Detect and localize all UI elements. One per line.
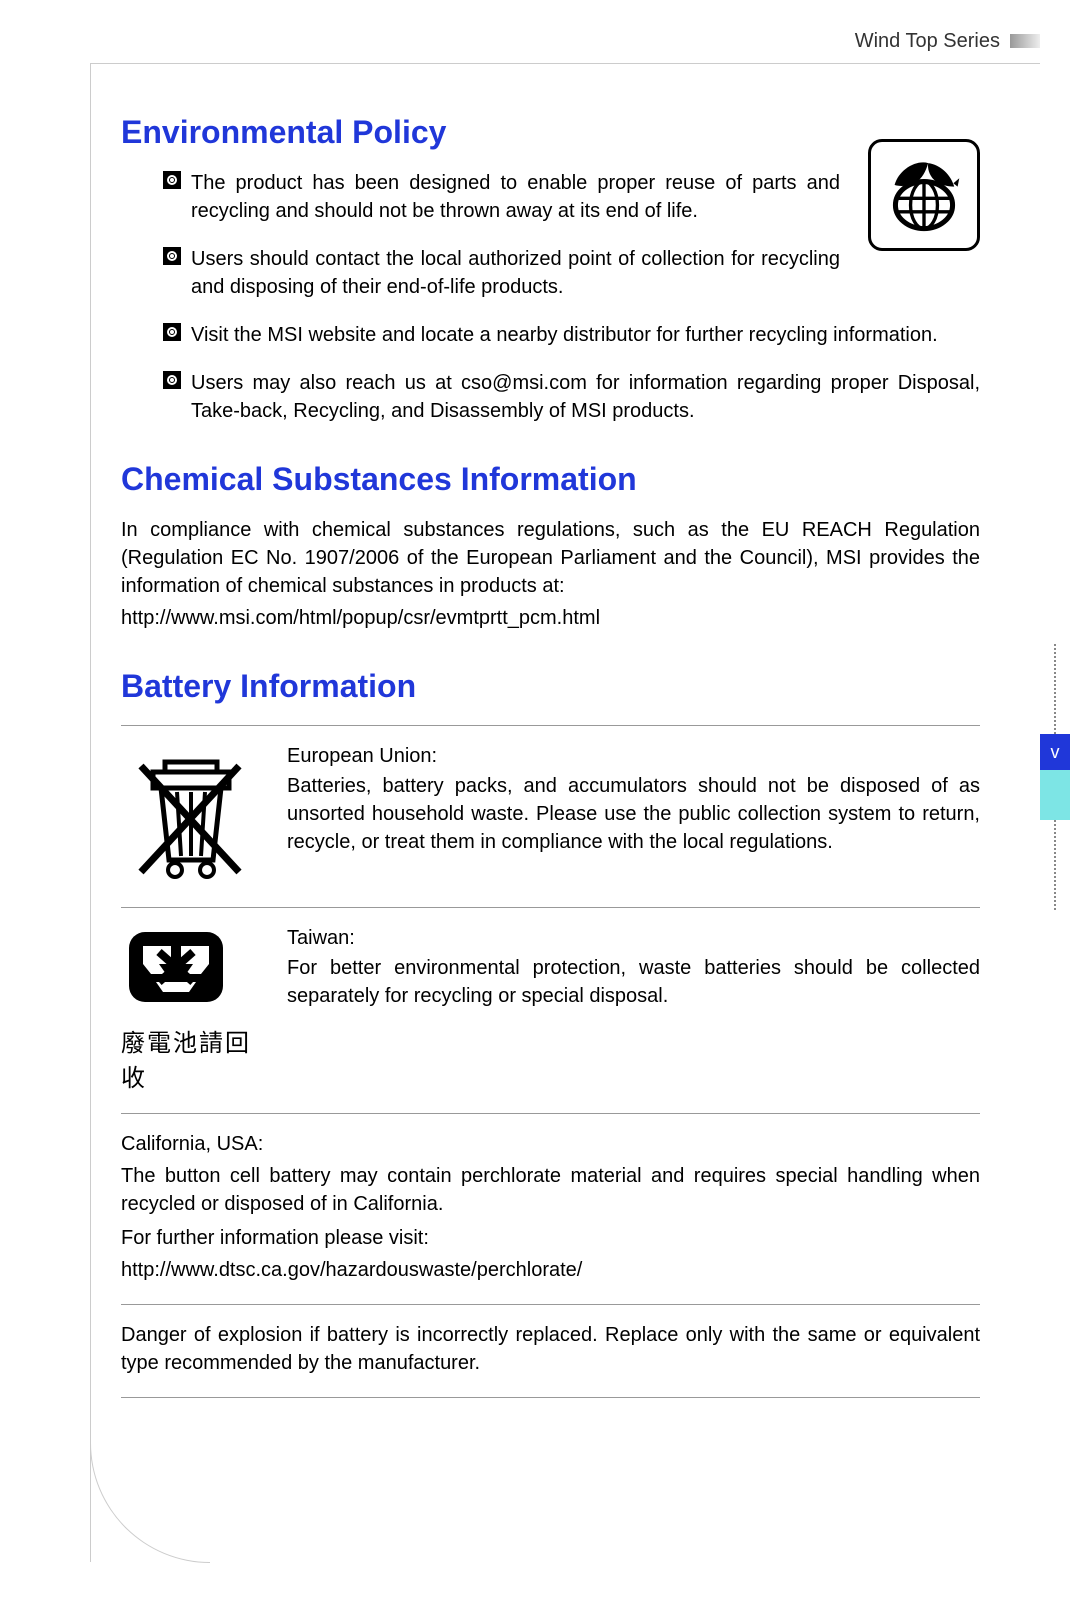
eu-label: European Union: xyxy=(287,742,980,770)
page-header: Wind Top Series xyxy=(90,30,1040,53)
heading-battery-info: Battery Information xyxy=(121,668,980,705)
taiwan-caption: 廢電池請回收 xyxy=(121,1023,261,1093)
heading-environmental-policy: Environmental Policy xyxy=(121,114,980,151)
env-bullet-4-text: Users may also reach us at cso@msi.com f… xyxy=(191,372,980,422)
env-bullet-1-text: The product has been designed to enable … xyxy=(191,172,840,222)
eu-body: Batteries, battery packs, and accumulato… xyxy=(287,772,980,856)
env-bullet-list: The product has been designed to enable … xyxy=(163,169,980,425)
divider xyxy=(121,725,980,726)
crossed-bin-icon xyxy=(121,742,261,887)
divider xyxy=(121,907,980,908)
tab-cyan-block xyxy=(1040,770,1070,820)
ca-label: California, USA: xyxy=(121,1130,980,1158)
env-bullet-2-text: Users should contact the local authorize… xyxy=(191,248,840,298)
battery-warning: Danger of explosion if battery is incorr… xyxy=(121,1321,980,1377)
content-frame: Environmental Policy The product has bee… xyxy=(90,63,1040,1562)
tab-dotted-top xyxy=(1054,644,1056,734)
divider xyxy=(121,1397,980,1398)
divider xyxy=(121,1304,980,1305)
tw-label: Taiwan: xyxy=(287,924,980,952)
divider xyxy=(121,1113,980,1114)
env-bullet-4: Users may also reach us at cso@msi.com f… xyxy=(163,369,980,425)
battery-ca-block: California, USA: The button cell battery… xyxy=(121,1130,980,1284)
bullet-icon xyxy=(163,371,181,389)
battery-tw-row: 廢電池請回收 Taiwan: For better environmental … xyxy=(121,924,980,1093)
env-bullet-2: Users should contact the local authorize… xyxy=(163,245,980,301)
chem-body: In compliance with chemical substances r… xyxy=(121,516,980,600)
page-number: v xyxy=(1040,734,1070,770)
env-bullet-3-text: Visit the MSI website and locate a nearb… xyxy=(191,324,938,346)
bullet-icon xyxy=(163,323,181,341)
chem-url: http://www.msi.com/html/popup/csr/evmtpr… xyxy=(121,604,980,632)
taiwan-recycle-icon: 廢電池請回收 xyxy=(121,924,261,1093)
env-bullet-1: The product has been designed to enable … xyxy=(163,169,980,225)
header-accent-bar xyxy=(1010,34,1040,48)
corner-curve xyxy=(90,1443,210,1563)
battery-tw-text: Taiwan: For better environmental protect… xyxy=(287,924,980,1010)
tab-dotted-bottom xyxy=(1054,820,1056,910)
battery-eu-text: European Union: Batteries, battery packs… xyxy=(287,742,980,856)
ca-url: http://www.dtsc.ca.gov/hazardouswaste/pe… xyxy=(121,1256,980,1284)
page-container: Wind Top Series Environmental Policy The… xyxy=(90,30,1040,1569)
env-bullet-3: Visit the MSI website and locate a nearb… xyxy=(163,321,980,349)
bullet-icon xyxy=(163,171,181,189)
heading-chemical-substances: Chemical Substances Information xyxy=(121,461,980,498)
series-name: Wind Top Series xyxy=(855,30,1000,52)
ca-body: The button cell battery may contain perc… xyxy=(121,1162,980,1218)
battery-eu-row: European Union: Batteries, battery packs… xyxy=(121,742,980,887)
page-tab: v xyxy=(1040,644,1070,910)
tw-body: For better environmental protection, was… xyxy=(287,954,980,1010)
bullet-icon xyxy=(163,247,181,265)
ca-visit: For further information please visit: xyxy=(121,1224,980,1252)
